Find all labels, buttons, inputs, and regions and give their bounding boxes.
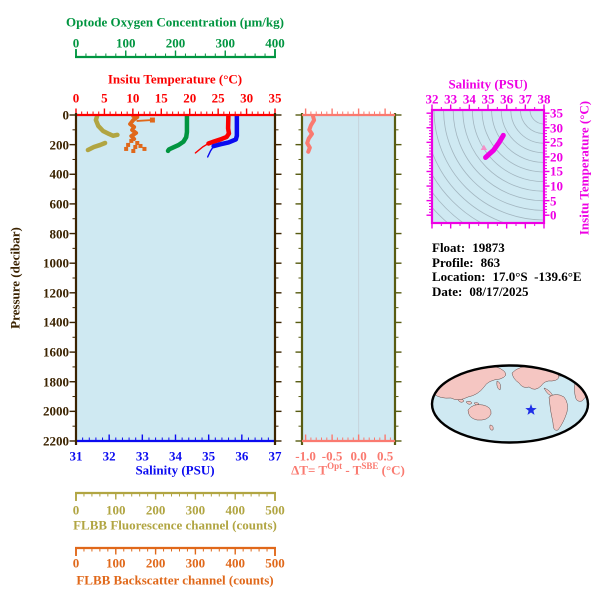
tick-label: 2000 bbox=[43, 403, 69, 419]
tick-label: 300 bbox=[185, 502, 206, 518]
date-value: 08/17/2025 bbox=[469, 283, 529, 299]
tick-label: 400 bbox=[49, 166, 70, 182]
temperature-axis-title: Insitu Temperature (°C) bbox=[107, 71, 243, 87]
tick-label: 20 bbox=[550, 149, 563, 165]
tick-label: 15 bbox=[154, 90, 168, 106]
float-location-star bbox=[525, 404, 537, 415]
tick-label: 10 bbox=[550, 178, 563, 194]
world-map bbox=[430, 364, 590, 444]
tick-label: 400 bbox=[225, 502, 245, 518]
float-info-row: Float: 19873 bbox=[432, 240, 582, 256]
tick-label: 400 bbox=[225, 555, 245, 571]
tick-label: 32 bbox=[102, 448, 116, 464]
ts-profile-curve bbox=[480, 132, 506, 160]
tick-label: 25 bbox=[550, 134, 563, 150]
tick-label: 0 bbox=[72, 90, 80, 106]
tick-label: 200 bbox=[165, 35, 186, 51]
tick-label: 31 bbox=[69, 448, 83, 464]
tick-label: 37 bbox=[518, 91, 532, 107]
tick-label: 1000 bbox=[43, 255, 69, 271]
tick-label: 500 bbox=[265, 502, 285, 518]
tick-label: 300 bbox=[185, 555, 206, 571]
location-value: 17.0°S -139.6°E bbox=[492, 269, 582, 284]
tick-label: 35 bbox=[481, 91, 495, 107]
tick-label: 200 bbox=[145, 555, 166, 571]
tick-label: 100 bbox=[106, 502, 126, 518]
tick-label: 35 bbox=[550, 105, 563, 121]
tick-label: 35 bbox=[268, 90, 282, 106]
float-info-row: Profile: 863 bbox=[432, 254, 582, 271]
tick-label: 1400 bbox=[43, 314, 69, 330]
float-info-row: Date: 08/17/2025 bbox=[432, 283, 582, 300]
tick-label: 200 bbox=[49, 137, 70, 153]
tick-label: 25 bbox=[211, 90, 225, 106]
tick-label: 300 bbox=[215, 35, 236, 51]
fluorescence-axis-title: FLBB Fluorescence channel (counts) bbox=[73, 517, 277, 533]
tick-label: 38 bbox=[537, 91, 551, 107]
tick-label: 33 bbox=[444, 91, 458, 107]
backscatter-axis-title: FLBB Backscatter channel (counts) bbox=[76, 572, 274, 588]
tick-label: 33 bbox=[135, 448, 149, 464]
tick-label: 10 bbox=[126, 90, 140, 106]
location-label: Location: bbox=[432, 269, 486, 284]
tick-label: 400 bbox=[265, 35, 285, 51]
tick-label: 37 bbox=[268, 448, 282, 464]
tick-label: 1600 bbox=[43, 344, 69, 360]
ts-salinity-axis-title: Salinity (PSU) bbox=[448, 76, 528, 92]
delta-t-axis-title: ΔT= TOpt - TSBE (°C) bbox=[291, 461, 405, 478]
tick-label: 2200 bbox=[43, 433, 69, 449]
tick-label: 0.5 bbox=[376, 448, 394, 464]
tick-label: 20 bbox=[183, 90, 197, 106]
tick-label: 1200 bbox=[43, 285, 69, 301]
tick-label: 100 bbox=[116, 35, 136, 51]
tick-label: -1.0 bbox=[295, 448, 316, 464]
tick-label: 1800 bbox=[43, 374, 69, 390]
float-value: 19873 bbox=[472, 240, 505, 255]
tick-label: 800 bbox=[49, 226, 70, 242]
tick-label: 5 bbox=[101, 90, 108, 106]
delta-title-superscript: SBE bbox=[361, 461, 379, 472]
tick-label: 5 bbox=[550, 193, 557, 209]
tick-label: 30 bbox=[550, 120, 563, 136]
profile-value: 863 bbox=[480, 254, 501, 270]
tick-label: 0.0 bbox=[350, 448, 367, 464]
delta-title-segment: - T bbox=[342, 462, 362, 478]
tick-label: 15 bbox=[550, 163, 563, 179]
tick-label: -0.5 bbox=[321, 448, 343, 464]
tick-label: 0 bbox=[72, 555, 80, 571]
tick-label: 32 bbox=[425, 91, 439, 107]
tick-label: 0 bbox=[62, 107, 70, 123]
profile-label: Profile: bbox=[432, 254, 474, 270]
tick-label: 200 bbox=[145, 502, 166, 518]
tick-label: 36 bbox=[500, 91, 514, 107]
delta-t-curve bbox=[305, 116, 317, 154]
tick-label: 0 bbox=[72, 502, 80, 518]
tick-label: 30 bbox=[240, 90, 254, 106]
tick-label: 500 bbox=[265, 555, 285, 571]
delta-title-segment: ΔT= T bbox=[291, 462, 328, 478]
tick-label: 0 bbox=[550, 207, 557, 223]
date-label: Date: bbox=[432, 283, 463, 299]
salinity-axis-title: Salinity (PSU) bbox=[135, 462, 215, 478]
profile-curves bbox=[85, 116, 240, 158]
tick-label: 35 bbox=[202, 448, 216, 464]
tick-label: 36 bbox=[235, 448, 249, 464]
tick-label: 34 bbox=[462, 91, 476, 107]
delta-title-segment: (°C) bbox=[378, 462, 405, 478]
float-label: Float: bbox=[432, 240, 466, 255]
float-info-row: Location: 17.0°S -139.6°E bbox=[432, 269, 582, 285]
ts-temperature-axis-title: Insitu Temperature (°C) bbox=[576, 100, 592, 236]
tick-label: 600 bbox=[49, 196, 70, 212]
delta-title-superscript: Opt bbox=[327, 461, 343, 472]
tick-label: 0 bbox=[72, 35, 80, 51]
tick-label: 100 bbox=[106, 555, 126, 571]
float-info: Float: 19873 Profile: 863 Location: 17.0°S … bbox=[432, 240, 582, 300]
pressure-axis-title: Pressure (decibar) bbox=[7, 227, 23, 329]
oxygen-axis-title: Optode Oxygen Concentration (μm/kg) bbox=[66, 14, 284, 30]
tick-label: 34 bbox=[169, 448, 182, 464]
